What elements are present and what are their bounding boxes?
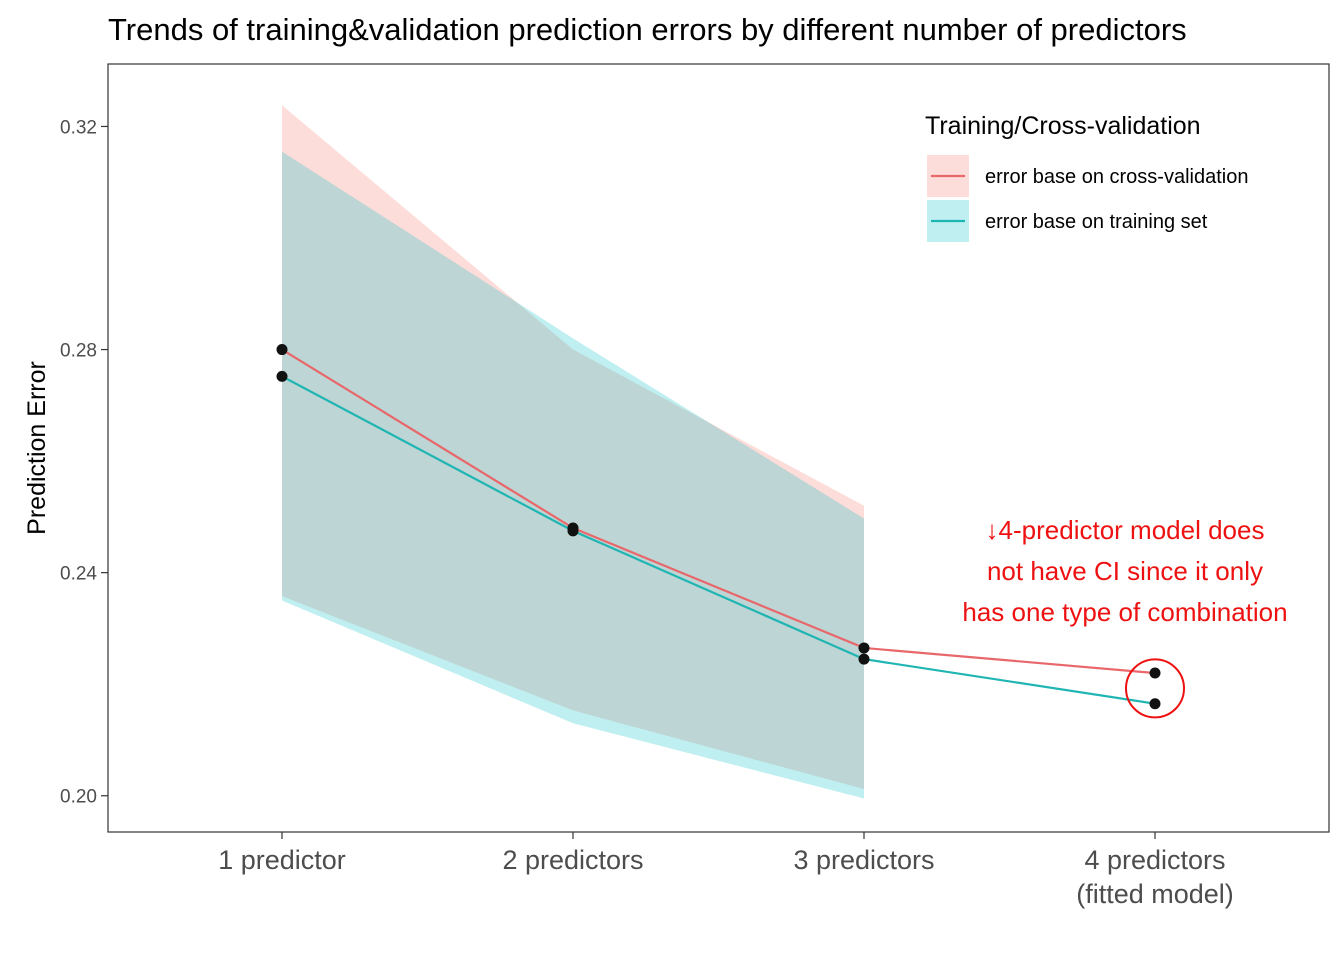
y-tick-label: 0.28	[60, 341, 97, 362]
highlight-circle	[1125, 658, 1185, 719]
x-tick-label: 2 predictors	[502, 845, 643, 875]
annotation-line: ↓4-predictor model does	[986, 515, 1265, 545]
plot-border	[107, 63, 1330, 833]
point-series-2-4	[1149, 698, 1161, 710]
ci-ribbon-series-1	[282, 105, 864, 790]
x-tick-label: 1 predictor	[218, 845, 346, 875]
point-series-1-3	[858, 642, 870, 654]
point-series-2-3	[858, 653, 870, 665]
legend-title: Training/Cross-validation	[925, 112, 1201, 140]
legend-entry-label: error base on training set	[985, 211, 1208, 233]
point-series-1-1	[276, 344, 288, 356]
y-tick-label: 0.24	[60, 564, 97, 585]
point-series-1-4	[1149, 667, 1161, 679]
legend: Training/Cross-validation error base on c…	[925, 112, 1248, 242]
legend-entry-label: error base on cross-validation	[985, 166, 1248, 188]
y-tick-label: 0.20	[60, 787, 97, 808]
ci-ribbon-series-2	[282, 151, 864, 799]
line-series-2	[281, 375, 1156, 705]
y-axis-label: Prediction Error	[23, 361, 51, 535]
x-tick-label: (fitted model)	[1076, 879, 1234, 909]
chart-title: Trends of training&validation prediction…	[108, 12, 1187, 47]
y-tick-label: 0.32	[60, 117, 97, 138]
annotation: ↓4-predictor model does not have CI since…	[962, 515, 1287, 627]
point-series-2-1	[276, 370, 288, 382]
annotation-line: not have CI since it only	[987, 556, 1263, 586]
plot-area	[276, 105, 1185, 799]
annotation-line: has one type of combination	[962, 597, 1287, 627]
x-tick-label: 4 predictors	[1084, 845, 1225, 875]
line-series-1	[281, 348, 1156, 675]
point-series-2-2	[567, 525, 579, 537]
x-tick-label: 3 predictors	[793, 845, 934, 875]
